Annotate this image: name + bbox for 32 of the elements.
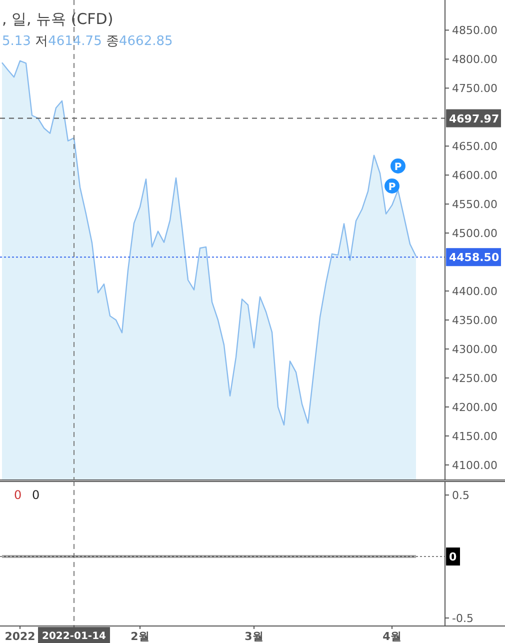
text: , 일, 뉴욕 (CFD): [2, 10, 114, 28]
y-tick-label: 4650.00: [452, 140, 498, 154]
annotation-marker: P: [384, 178, 400, 194]
y-tick-label: -0.5: [452, 612, 474, 626]
ref-line-label: 0: [449, 550, 457, 564]
y-tick-label: 0.5: [452, 489, 470, 502]
ref-line-label: 4697.97: [449, 112, 500, 126]
x-tick-label: 2월: [130, 630, 150, 643]
ref-line-label: 4458.50: [449, 251, 500, 264]
y-tick-label: 4600.00: [452, 169, 498, 182]
annotation: 0: [32, 488, 40, 502]
x-tick-label: 2022-01-14: [42, 631, 106, 642]
annotation-marker: P: [390, 158, 406, 174]
y-tick-label: 4250.00: [452, 372, 498, 385]
y-tick-label: 4350.00: [452, 314, 498, 327]
y-tick-label: 4500.00: [452, 227, 498, 240]
text: 5.13 저4614.75 종4662.85: [2, 34, 173, 49]
annotation: P: [388, 182, 396, 193]
x-tick-label: 3월: [244, 630, 264, 643]
y-tick-label: 4200.00: [452, 400, 498, 414]
y-tick-label: 4750.00: [452, 82, 498, 96]
y-tick-label: 4800.00: [452, 53, 498, 66]
y-tick-label: 4300.00: [452, 342, 498, 356]
x-tick-label: 2022: [4, 630, 36, 643]
annotation: 0: [14, 488, 22, 502]
y-tick-label: 4150.00: [452, 430, 498, 443]
annotation: P: [394, 162, 402, 173]
y-tick-label: 4550.00: [452, 198, 498, 212]
x-tick-label: 4월: [382, 630, 402, 643]
y-tick-label: 4850.00: [452, 24, 498, 38]
y-tick-label: 4400.00: [452, 285, 498, 298]
y-tick-label: 4100.00: [452, 458, 498, 472]
